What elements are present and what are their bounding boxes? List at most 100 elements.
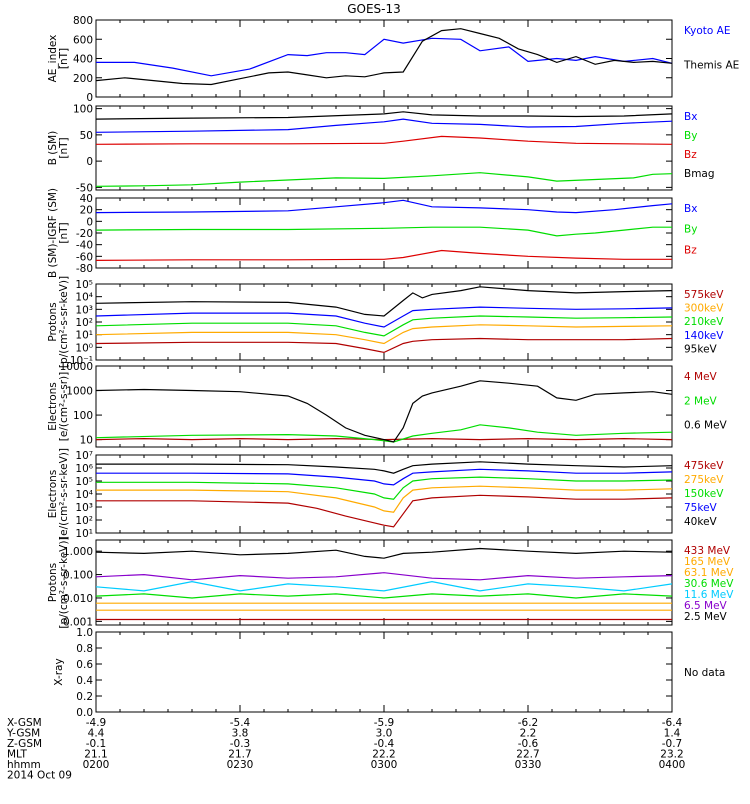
legend-entry: 6.5 MeV: [684, 600, 728, 612]
y-tick-label: 10²: [75, 317, 93, 329]
legend-entry: 433 MeV: [684, 545, 731, 557]
y-axis-label: Protons: [47, 302, 59, 341]
series-line: [95, 337, 673, 354]
y-tick-label: 10⁴: [75, 489, 93, 501]
y-tick-label: 0.8: [76, 643, 93, 655]
series-line: [96, 485, 673, 513]
legend-entry: 75keV: [684, 502, 718, 514]
legend-entry: 275keV: [684, 474, 724, 486]
series-line: [96, 476, 673, 500]
y-axis-label: [nT]: [58, 137, 70, 158]
y-tick-label: 1.0: [76, 627, 93, 639]
legend-entry: 40keV: [684, 516, 718, 528]
y-tick-label: 0.4: [76, 675, 93, 687]
y-tick-label: 0: [86, 216, 93, 228]
series-line: [95, 315, 673, 337]
y-tick-label: 10⁰: [75, 342, 93, 354]
y-tick-label: 0: [86, 92, 93, 104]
legend-entry: 2 MeV: [684, 395, 718, 407]
y-tick-label: -20: [76, 228, 93, 240]
series-line: [95, 424, 673, 443]
series-line: [95, 118, 673, 133]
panel-frame: [95, 631, 673, 713]
y-axis-label: X-ray: [53, 658, 65, 685]
legend-entry: 11.6 MeV: [684, 589, 734, 601]
legend-entry: By: [684, 224, 697, 236]
legend-entry: 140keV: [684, 330, 724, 342]
y-tick-label: 0.001: [63, 616, 93, 628]
y-tick-label: 10⁵: [75, 279, 93, 291]
series-line: [95, 226, 672, 237]
footer-value: -0.7: [662, 738, 683, 750]
series-line: [95, 286, 673, 317]
y-tick-label: 10²: [75, 515, 93, 527]
footer-value: 0330: [515, 759, 542, 771]
series-line: [95, 547, 673, 559]
y-tick-label: 400: [73, 54, 93, 66]
legend-entry: By: [684, 130, 697, 142]
y-tick-label: 10¹: [75, 528, 93, 540]
y-tick-label: 10⁴: [75, 292, 93, 304]
y-tick-label: 10⁷: [75, 450, 93, 462]
footer-value: 23.2: [660, 749, 683, 761]
legend-entry: 0.6 MeV: [684, 420, 728, 432]
series-line: [95, 28, 673, 86]
y-tick-label: -40: [76, 240, 93, 252]
panel-2: -50 0 50 100 B (SM) [nT] Bx By Bz Bmag: [47, 104, 715, 195]
series-line: [96, 468, 673, 486]
legend-entry: 150keV: [684, 488, 724, 500]
footer-row-label: hhmm: [7, 759, 41, 771]
y-tick-label: -50: [76, 182, 93, 194]
y-tick-label: 0: [86, 156, 93, 168]
y-tick-label: 50: [80, 130, 93, 142]
legend-entry: Bz: [684, 149, 697, 161]
legend-entry: 210keV: [684, 316, 724, 328]
footer-row-label: MLT: [7, 749, 27, 761]
series-line: [95, 593, 673, 599]
y-tick-label: 800: [73, 15, 93, 27]
y-tick-label: 10⁻¹: [70, 355, 93, 367]
no-data-label: No data: [684, 667, 725, 679]
legend-entry: 4 MeV: [684, 371, 718, 383]
footer-value: 22.7: [516, 749, 539, 761]
footer-value: 0400: [659, 759, 686, 771]
y-tick-label: 10000: [60, 361, 93, 373]
y-tick-label: 10¹: [75, 330, 93, 342]
footer-value: -6.4: [662, 717, 683, 729]
y-tick-label: 10⁵: [75, 476, 93, 488]
y-tick-label: 10³: [75, 502, 93, 514]
panel-1: 0 200 400 600 800 AE_index [nT] Kyoto AE Themis …: [47, 15, 739, 104]
y-axis-label: [e/(cm²-s-sr)]: [58, 372, 70, 441]
y-tick-label: 100: [73, 104, 93, 116]
footer-value: -0.6: [518, 738, 539, 750]
y-tick-label: -80: [76, 263, 93, 275]
footer-value: 3.0: [376, 728, 393, 740]
series-line: [96, 494, 673, 528]
legend-entry: Bx: [684, 203, 697, 215]
legend-entry: 475keV: [684, 460, 724, 472]
footer-ephemeris: X-GSM -4.9 -5.4 -5.9 -6.2 -6.4 Y-GSM 4.4 3.8 3.0 2…: [6, 717, 685, 782]
series-line: [95, 135, 673, 145]
panel-frame: [95, 283, 673, 361]
legend-entry: 2.5 MeV: [684, 611, 728, 623]
series-line: [96, 461, 673, 474]
legend-entry: 300keV: [684, 303, 724, 315]
legend-entry: 165 MeV: [684, 556, 731, 568]
legend-entry: 63.1 MeV: [684, 567, 734, 579]
series-line: [95, 306, 673, 328]
series-line: [95, 249, 672, 261]
series-line: [95, 580, 673, 592]
series-line: [95, 572, 673, 581]
panel-7: 0.001 0.010 0.100 1.000 Protons [p/(cm²-s-sr-…: [47, 536, 734, 628]
y-tick-label: 40: [80, 193, 93, 205]
legend-entry: Bx: [684, 111, 697, 123]
y-tick-label: 20: [80, 205, 93, 217]
y-axis-label: Electrons: [47, 470, 59, 519]
footer-value: -0.3: [230, 738, 251, 750]
footer-value: 2.2: [520, 728, 537, 740]
legend-entry: Kyoto AE: [684, 25, 730, 37]
y-axis-label: [nT]: [58, 48, 70, 69]
footer-value: 3.8: [232, 728, 249, 740]
